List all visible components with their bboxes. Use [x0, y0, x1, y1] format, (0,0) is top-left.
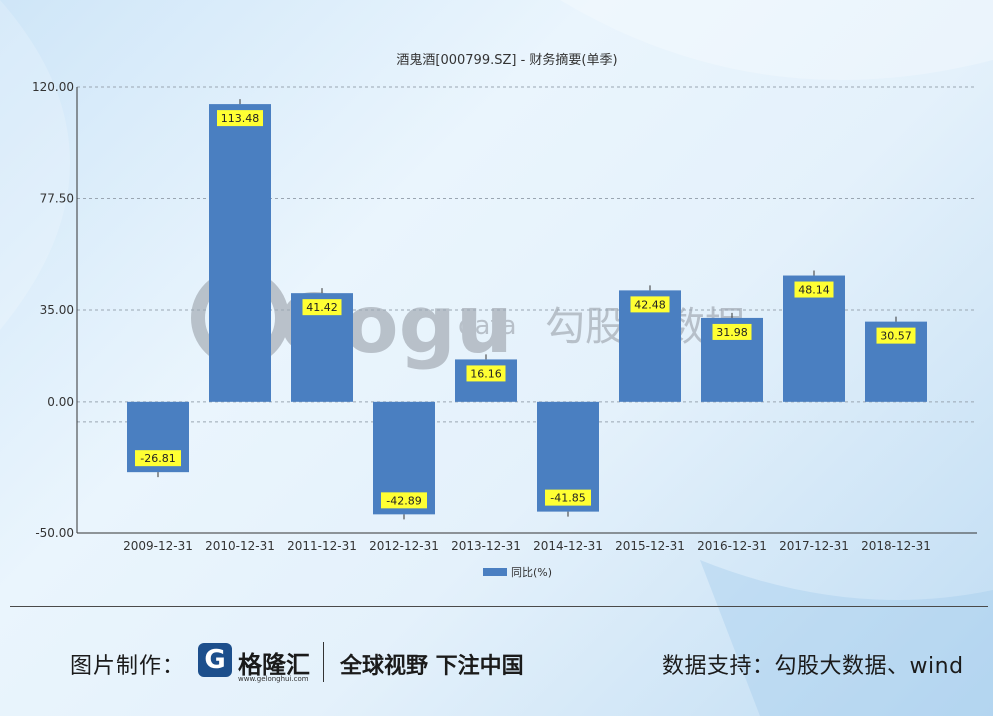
- x-tick-label: 2016-12-31: [697, 539, 767, 553]
- value-label: -42.89: [386, 494, 421, 507]
- value-label-bg: [217, 110, 263, 127]
- chart-title: 酒鬼酒[000799.SZ] - 财务摘要(单季): [396, 52, 617, 68]
- footer-divider-line: [10, 606, 988, 607]
- x-tick-label: 2018-12-31: [861, 539, 931, 553]
- data-source: 数据支持：勾股大数据、wind: [662, 648, 964, 680]
- bar-chart: 酒鬼酒[000799.SZ] - 财务摘要(单季) Gogu data 勾股大数…: [32, 52, 977, 579]
- logo-name: 格隆汇: [238, 651, 310, 679]
- x-tick-label: 2011-12-31: [287, 539, 357, 553]
- y-tick-label: 35.00: [40, 303, 74, 317]
- value-label: 31.98: [716, 326, 748, 339]
- value-label: 30.57: [880, 330, 912, 343]
- x-tick-label: 2013-12-31: [451, 539, 521, 553]
- slogan: 全球视野 下注中国: [340, 654, 524, 679]
- y-tick-label: 77.50: [40, 192, 74, 206]
- x-tick-label: 2012-12-31: [369, 539, 439, 553]
- y-tick-label: -50.00: [35, 526, 74, 540]
- credit-label: 图片制作：: [70, 654, 186, 679]
- value-label: -41.85: [550, 492, 585, 505]
- value-label: 41.42: [306, 301, 338, 314]
- x-tick-label: 2009-12-31: [123, 539, 193, 553]
- x-tick-label: 2014-12-31: [533, 539, 603, 553]
- value-label: 42.48: [634, 298, 666, 311]
- logo-url: www.gelonghui.com: [238, 675, 309, 683]
- value-label-bg: [876, 327, 916, 344]
- value-label: -26.81: [140, 452, 175, 465]
- x-axis-ticks: 2009-12-31 2010-12-31 2011-12-31 2012-12-31…: [123, 539, 931, 553]
- value-labels: -26.81 113.48 41.42 -42.89 16.16 -41.85 42.48 3…: [135, 110, 916, 509]
- value-label-bg: [302, 299, 342, 316]
- legend-swatch: [483, 568, 507, 576]
- bars: [127, 99, 927, 520]
- gelonghui-logo-icon: G: [198, 643, 232, 677]
- bar: [209, 104, 271, 402]
- x-tick-label: 2010-12-31: [205, 539, 275, 553]
- value-label: 16.16: [470, 367, 502, 380]
- footer: 图片制作： G 格隆汇 www.gelonghui.com 全球视野 下注中国 …: [0, 640, 993, 690]
- watermark-sub: data: [458, 311, 517, 341]
- value-label-bg: [135, 450, 181, 467]
- value-label-bg: [630, 296, 670, 313]
- legend: 同比(%): [483, 566, 552, 579]
- value-label-bg: [794, 281, 834, 298]
- source-label: 数据支持：: [662, 654, 775, 679]
- value-label-bg: [381, 492, 427, 509]
- value-label: 48.14: [798, 284, 830, 297]
- y-axis-ticks: 120.00 77.50 35.00 0.00 -50.00: [32, 80, 74, 540]
- y-tick-label: 0.00: [47, 395, 74, 409]
- value-label: 113.48: [221, 112, 260, 125]
- source-value: 勾股大数据、wind: [774, 654, 964, 679]
- footer-vertical-divider: [323, 642, 324, 682]
- y-tick-label: 120.00: [32, 80, 74, 94]
- value-label-bg: [466, 365, 506, 382]
- x-tick-label: 2015-12-31: [615, 539, 685, 553]
- legend-label: 同比(%): [511, 566, 552, 579]
- x-tick-label: 2017-12-31: [779, 539, 849, 553]
- value-label-bg: [712, 323, 752, 340]
- value-label-bg: [545, 489, 591, 506]
